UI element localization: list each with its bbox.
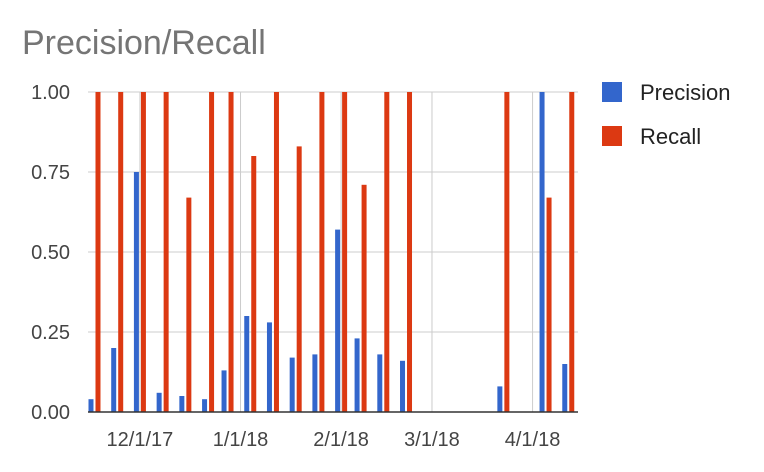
recall-bar: [209, 92, 215, 412]
precision-bar: [111, 348, 117, 412]
recall-bar: [228, 92, 234, 412]
x-tick-label: 1/1/18: [213, 429, 269, 451]
recall-bar: [296, 146, 302, 412]
recall-bar: [118, 92, 124, 412]
precision-bar: [377, 354, 383, 412]
recall-bar: [504, 92, 510, 412]
recall-bar: [569, 92, 575, 412]
x-tick-labels: 12/1/17 1/1/18 2/1/18 3/1/18 4/1/18: [107, 429, 561, 451]
precision-bar: [289, 357, 295, 412]
recall-bar: [140, 92, 146, 412]
x-tick-label: 4/1/18: [505, 429, 561, 451]
recall-legend-swatch: [602, 126, 622, 146]
precision-legend-label: Precision: [640, 80, 730, 105]
precision-bar: [335, 229, 341, 412]
precision-bar: [312, 354, 318, 412]
precision-bar: [179, 396, 185, 412]
x-tick-label: 12/1/17: [107, 429, 174, 451]
recall-bar: [251, 156, 257, 412]
precision-bar: [400, 360, 406, 412]
y-tick-label: 0.25: [31, 322, 70, 344]
recall-bar: [342, 92, 348, 412]
y-tick-label: 0.75: [31, 162, 70, 184]
bars: [88, 92, 575, 412]
x-tick-label: 3/1/18: [404, 429, 460, 451]
precision-bar: [156, 392, 162, 412]
y-tick-labels: 0.00 0.25 0.50 0.75 1.00: [31, 82, 70, 424]
precision-bar: [354, 338, 360, 412]
precision-bar: [497, 386, 503, 412]
precision-bar: [562, 364, 568, 412]
recall-bar: [361, 184, 367, 412]
recall-bar: [384, 92, 390, 412]
x-tick-label: 2/1/18: [313, 429, 369, 451]
legend: Precision Recall: [602, 80, 730, 149]
y-tick-label: 1.00: [31, 82, 70, 104]
y-tick-label: 0.00: [31, 402, 70, 424]
recall-bar: [407, 92, 413, 412]
recall-legend-label: Recall: [640, 124, 701, 149]
precision-bar: [202, 399, 208, 412]
recall-bar: [163, 92, 169, 412]
precision-bar: [88, 399, 94, 412]
precision-bar: [244, 316, 250, 412]
recall-bar: [319, 92, 325, 412]
precision-bar: [133, 172, 139, 412]
recall-bar: [95, 92, 101, 412]
recall-bar: [546, 197, 552, 412]
precision-bar: [221, 370, 227, 412]
recall-bar: [273, 92, 279, 412]
recall-bar: [186, 197, 192, 412]
precision-bar: [266, 322, 272, 412]
precision-bar: [539, 92, 545, 412]
x-gridlines: [139, 92, 534, 412]
precision-legend-swatch: [602, 82, 622, 102]
y-tick-label: 0.50: [31, 242, 70, 264]
chart-title: Precision/Recall: [22, 24, 266, 62]
